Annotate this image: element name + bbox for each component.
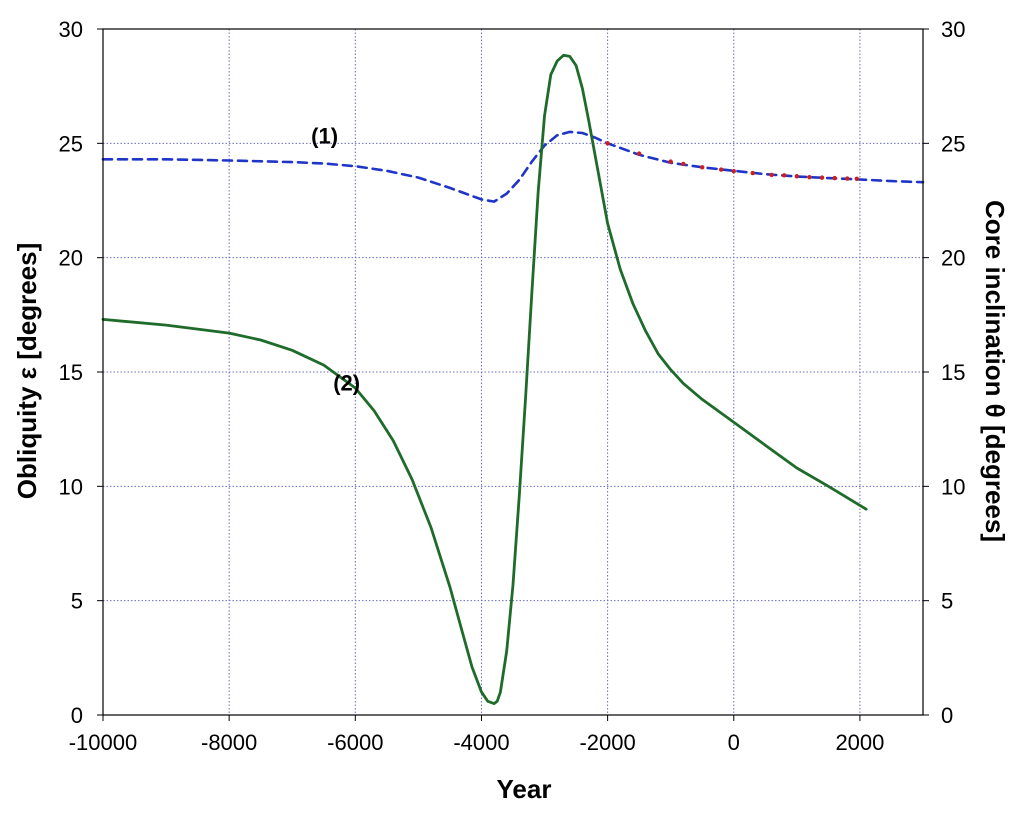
tick-labels: -10000 -8000 -6000 -4000 -2000 0 2000 0 0 5 5 10 10 1… — [59, 17, 966, 755]
observation-point — [769, 172, 774, 178]
series-layer — [101, 53, 925, 705]
y-left-tick-label: 0 — [71, 703, 83, 728]
observation-point — [636, 151, 642, 156]
series-annotation: (2) — [333, 370, 360, 395]
observation-point — [794, 174, 800, 179]
observation-point — [832, 175, 837, 181]
y-axis-left-title: Obliquity ε [degrees] — [12, 243, 42, 499]
series-1-line — [101, 130, 925, 203]
y-left-tick-label: 5 — [71, 589, 83, 614]
annotations: (1) (2) — [311, 123, 360, 395]
observation-point — [718, 167, 724, 172]
y-left-tick-label: 25 — [59, 131, 83, 156]
x-tick-label: -8000 — [201, 730, 257, 755]
x-tick-label: 0 — [728, 730, 740, 755]
y-right-tick-label: 0 — [941, 703, 953, 728]
observation-point — [854, 176, 859, 181]
y-left-tick-label: 10 — [59, 474, 83, 499]
y-right-tick-label: 15 — [941, 360, 965, 385]
x-tick-label: -4000 — [453, 730, 509, 755]
y-right-tick-label: 20 — [941, 246, 965, 271]
x-tick-label: 2000 — [835, 730, 884, 755]
observation-point — [782, 173, 787, 178]
axes — [97, 28, 929, 721]
x-axis-title: Year — [497, 774, 552, 804]
observation-point — [605, 141, 610, 146]
y-right-tick-label: 10 — [941, 474, 965, 499]
series-annotation: (1) — [311, 123, 338, 148]
observation-point — [681, 161, 686, 167]
y-right-tick-label: 5 — [941, 589, 953, 614]
observation-point — [807, 174, 812, 180]
y-right-tick-label: 30 — [941, 17, 965, 42]
x-tick-label: -2000 — [579, 730, 635, 755]
observation-point — [845, 176, 850, 181]
observation-point — [700, 165, 705, 170]
x-tick-label: -10000 — [69, 730, 138, 755]
x-tick-label: -6000 — [327, 730, 383, 755]
observation-point — [819, 175, 825, 180]
observation-point — [731, 169, 736, 174]
y-right-tick-label: 25 — [941, 131, 965, 156]
y-left-tick-label: 15 — [59, 360, 83, 385]
grid — [102, 28, 923, 716]
y-left-tick-label: 30 — [59, 17, 83, 42]
series-2-line — [101, 53, 868, 705]
y-left-tick-label: 20 — [59, 246, 83, 271]
observation-point — [750, 170, 755, 176]
y-axis-right-title: Core inclination θ [degrees] — [980, 200, 1010, 542]
observation-point — [668, 159, 673, 164]
